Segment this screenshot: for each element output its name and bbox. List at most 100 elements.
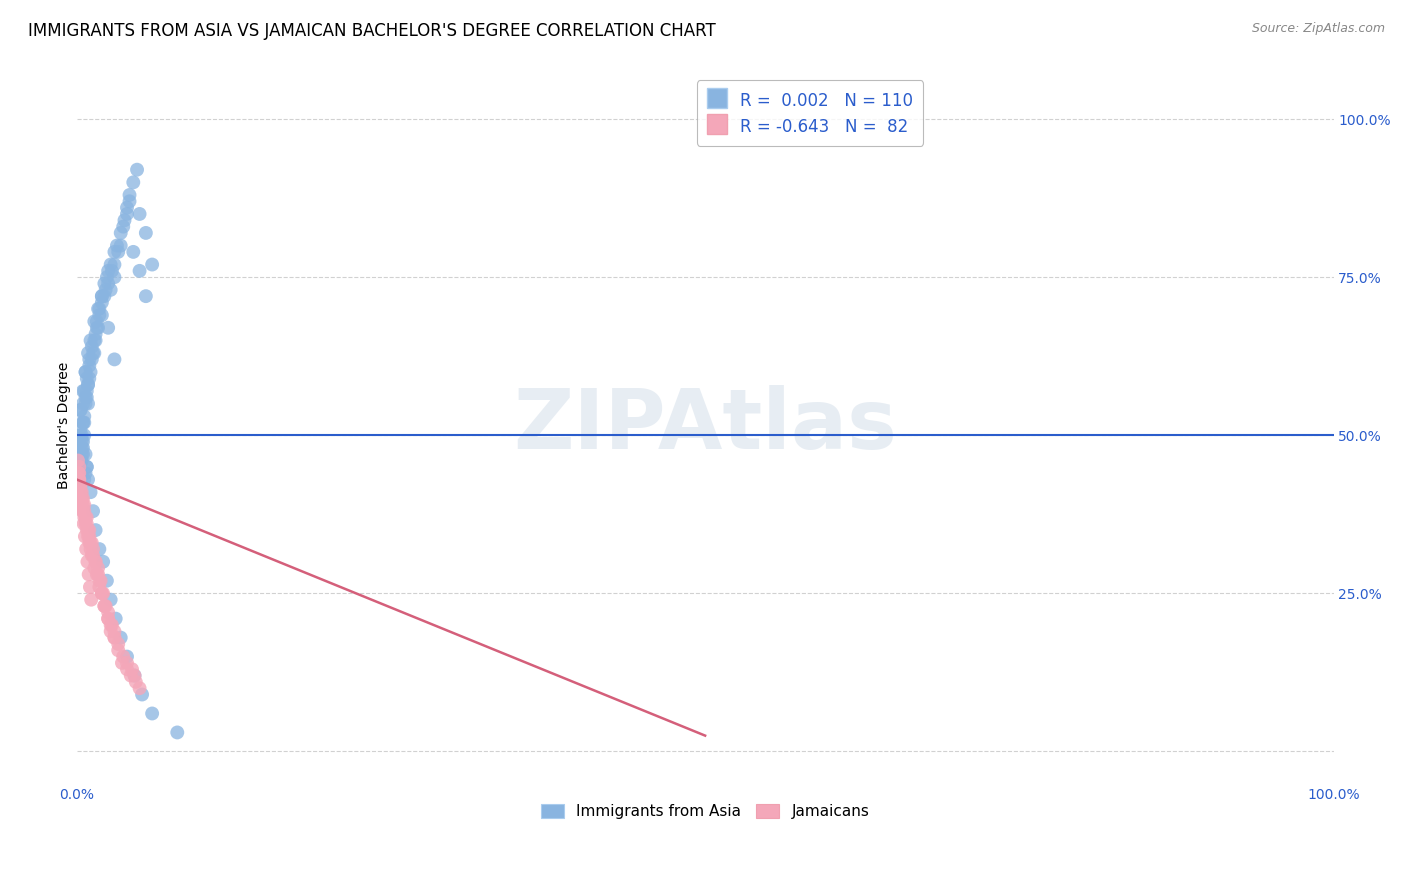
Point — [72, 516, 94, 531]
Point — [69, 485, 91, 500]
Point — [70, 491, 93, 506]
Legend: Immigrants from Asia, Jamaicans: Immigrants from Asia, Jamaicans — [534, 798, 876, 825]
Point — [124, 668, 146, 682]
Point — [103, 270, 125, 285]
Point — [121, 662, 143, 676]
Point — [79, 352, 101, 367]
Point — [128, 264, 150, 278]
Point — [73, 529, 96, 543]
Text: Source: ZipAtlas.com: Source: ZipAtlas.com — [1251, 22, 1385, 36]
Point — [79, 485, 101, 500]
Point — [90, 586, 112, 600]
Point — [69, 453, 91, 467]
Point — [67, 459, 90, 474]
Point — [79, 523, 101, 537]
Point — [89, 542, 111, 557]
Point — [124, 668, 146, 682]
Point — [103, 631, 125, 645]
Point — [77, 473, 100, 487]
Point — [90, 295, 112, 310]
Point — [69, 491, 91, 506]
Point — [122, 244, 145, 259]
Point — [90, 586, 112, 600]
Point — [89, 574, 111, 588]
Point — [115, 662, 138, 676]
Point — [76, 555, 98, 569]
Point — [107, 637, 129, 651]
Point — [80, 352, 103, 367]
Point — [79, 359, 101, 373]
Point — [115, 201, 138, 215]
Point — [76, 523, 98, 537]
Point — [135, 289, 157, 303]
Point — [112, 219, 135, 234]
Point — [70, 485, 93, 500]
Point — [79, 542, 101, 557]
Point — [79, 529, 101, 543]
Point — [93, 277, 115, 291]
Point — [94, 599, 117, 613]
Point — [100, 592, 122, 607]
Point — [97, 264, 120, 278]
Point — [93, 289, 115, 303]
Point — [72, 504, 94, 518]
Point — [80, 549, 103, 563]
Point — [97, 320, 120, 334]
Point — [69, 479, 91, 493]
Point — [112, 649, 135, 664]
Point — [89, 308, 111, 322]
Point — [73, 510, 96, 524]
Point — [101, 618, 124, 632]
Point — [76, 459, 98, 474]
Point — [83, 334, 105, 348]
Point — [66, 479, 89, 493]
Point — [84, 327, 107, 342]
Point — [79, 535, 101, 549]
Point — [75, 365, 97, 379]
Point — [120, 668, 142, 682]
Point — [69, 403, 91, 417]
Point — [80, 592, 103, 607]
Point — [103, 258, 125, 272]
Point — [97, 612, 120, 626]
Point — [69, 422, 91, 436]
Point — [70, 428, 93, 442]
Point — [75, 397, 97, 411]
Point — [73, 384, 96, 398]
Point — [70, 447, 93, 461]
Point — [115, 207, 138, 221]
Point — [90, 308, 112, 322]
Point — [122, 175, 145, 189]
Point — [79, 371, 101, 385]
Text: IMMIGRANTS FROM ASIA VS JAMAICAN BACHELOR'S DEGREE CORRELATION CHART: IMMIGRANTS FROM ASIA VS JAMAICAN BACHELO… — [28, 22, 716, 40]
Point — [97, 612, 120, 626]
Point — [76, 390, 98, 404]
Point — [93, 599, 115, 613]
Point — [66, 453, 89, 467]
Point — [70, 434, 93, 449]
Point — [67, 466, 90, 480]
Point — [79, 535, 101, 549]
Point — [76, 516, 98, 531]
Point — [72, 491, 94, 506]
Point — [100, 624, 122, 639]
Point — [79, 365, 101, 379]
Point — [115, 649, 138, 664]
Point — [90, 289, 112, 303]
Point — [107, 244, 129, 259]
Point — [103, 624, 125, 639]
Point — [96, 574, 118, 588]
Point — [80, 535, 103, 549]
Point — [77, 567, 100, 582]
Point — [75, 447, 97, 461]
Point — [93, 599, 115, 613]
Point — [87, 561, 110, 575]
Point — [87, 567, 110, 582]
Point — [87, 301, 110, 316]
Point — [101, 264, 124, 278]
Point — [96, 270, 118, 285]
Point — [73, 416, 96, 430]
Point — [128, 681, 150, 696]
Point — [72, 416, 94, 430]
Point — [72, 441, 94, 455]
